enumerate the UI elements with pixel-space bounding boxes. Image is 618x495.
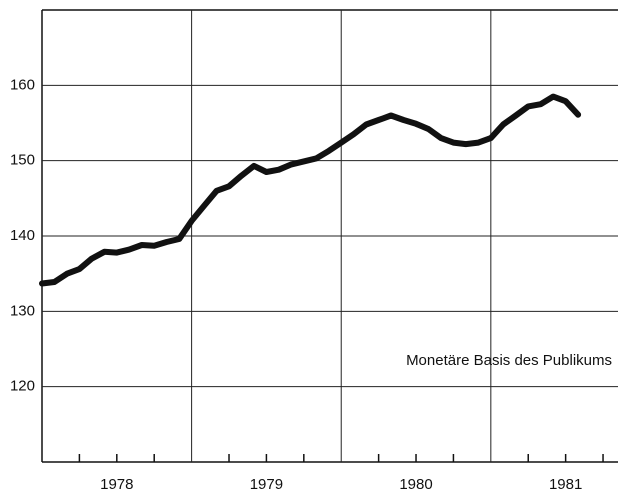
y-tick-label: 130 xyxy=(10,302,35,319)
annotation: Monetäre Basis des Publikums xyxy=(406,352,612,369)
y-tick-label: 120 xyxy=(10,378,35,395)
y-tick-label: 150 xyxy=(10,152,35,169)
x-tick-label: 1981 xyxy=(549,476,582,493)
x-tick-label: 1978 xyxy=(100,476,133,493)
data-line xyxy=(39,93,582,287)
y-tick-label: 160 xyxy=(10,76,35,93)
x-tick-label: 1979 xyxy=(250,476,283,493)
y-tick-label: 140 xyxy=(10,227,35,244)
x-tick-label: 1980 xyxy=(399,476,432,493)
